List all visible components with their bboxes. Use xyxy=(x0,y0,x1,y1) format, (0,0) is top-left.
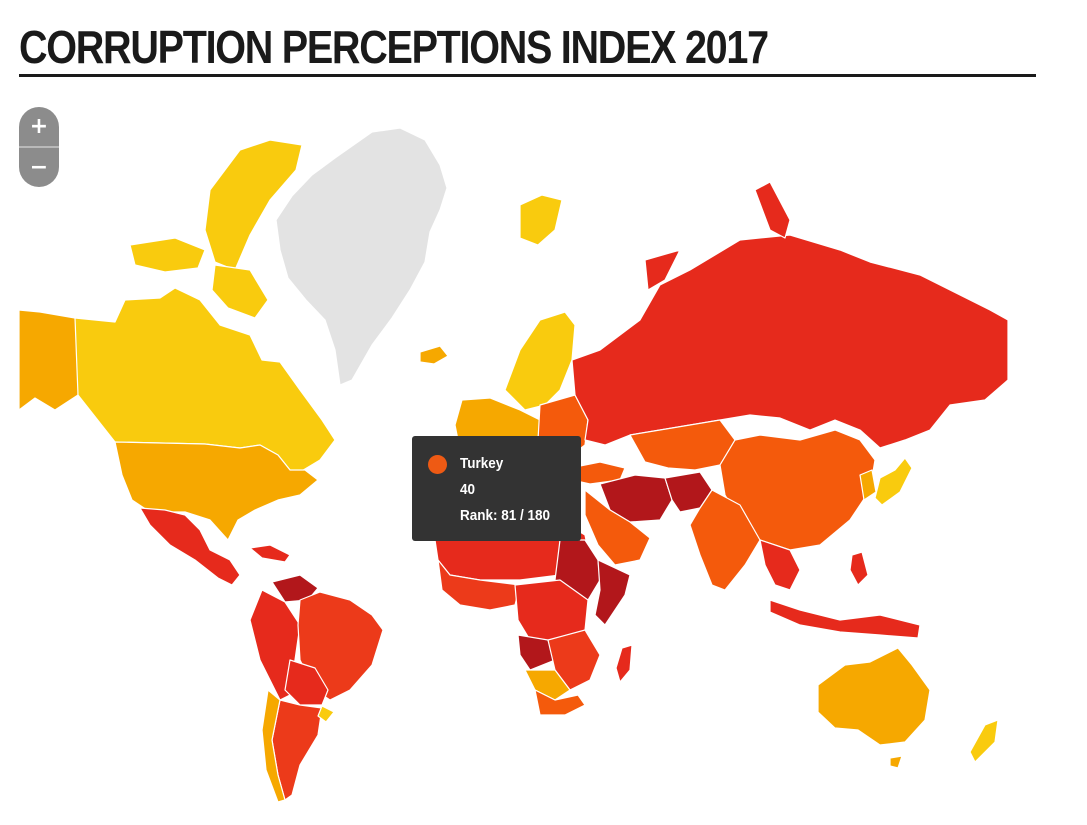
region-india[interactable] xyxy=(689,489,761,591)
region-angola[interactable] xyxy=(517,634,556,671)
region-chile[interactable] xyxy=(261,689,286,803)
region-uruguay[interactable] xyxy=(317,705,335,723)
region-russia[interactable] xyxy=(571,234,1009,449)
tooltip-country: Turkey xyxy=(460,455,504,472)
tooltip-marker-icon xyxy=(428,455,447,474)
country-tooltip: Turkey 40 Rank: 81 / 180 xyxy=(412,436,581,541)
region-horn-africa[interactable] xyxy=(594,559,631,626)
region-baffin[interactable] xyxy=(204,139,303,271)
region-australia[interactable] xyxy=(817,647,931,746)
region-caribbean[interactable] xyxy=(249,544,291,563)
page-title: CORRUPTION PERCEPTIONS INDEX 2017 xyxy=(19,21,769,73)
world-map[interactable] xyxy=(0,80,1087,825)
title-underline xyxy=(19,74,1036,77)
region-mexico[interactable] xyxy=(139,507,241,586)
region-iceland[interactable] xyxy=(419,345,449,365)
region-greenland[interactable] xyxy=(275,127,448,386)
region-arctic-small[interactable] xyxy=(211,264,269,319)
region-indonesia[interactable] xyxy=(769,599,921,639)
region-new-zealand[interactable] xyxy=(969,719,999,763)
zoom-divider xyxy=(19,146,59,148)
region-alaska[interactable] xyxy=(18,309,81,411)
region-svalbard[interactable] xyxy=(519,194,563,246)
region-canada-arctic[interactable] xyxy=(129,237,206,273)
zoom-in-button[interactable]: + xyxy=(29,114,49,139)
zoom-control: + − xyxy=(19,107,59,187)
region-namibia-botswana[interactable] xyxy=(524,669,571,701)
region-scandinavia[interactable] xyxy=(504,311,576,411)
region-arabia[interactable] xyxy=(584,489,651,566)
region-venezuela[interactable] xyxy=(271,574,319,603)
region-philippines[interactable] xyxy=(849,551,869,586)
region-japan[interactable] xyxy=(874,457,913,506)
tooltip-rank: Rank: 81 / 180 xyxy=(460,507,551,524)
region-novaya-zemlya[interactable] xyxy=(754,181,791,239)
region-southeast-asia[interactable] xyxy=(759,539,801,591)
region-south-africa[interactable] xyxy=(534,689,586,716)
tooltip-score: 40 xyxy=(460,481,476,498)
region-west-africa[interactable] xyxy=(437,559,521,611)
region-madagascar[interactable] xyxy=(615,644,633,683)
zoom-out-button[interactable]: − xyxy=(29,155,49,180)
region-russia-arctic[interactable] xyxy=(644,249,681,291)
region-bolivia-paraguay[interactable] xyxy=(284,659,329,706)
region-brazil[interactable] xyxy=(297,591,384,701)
region-tasmania[interactable] xyxy=(889,755,903,769)
